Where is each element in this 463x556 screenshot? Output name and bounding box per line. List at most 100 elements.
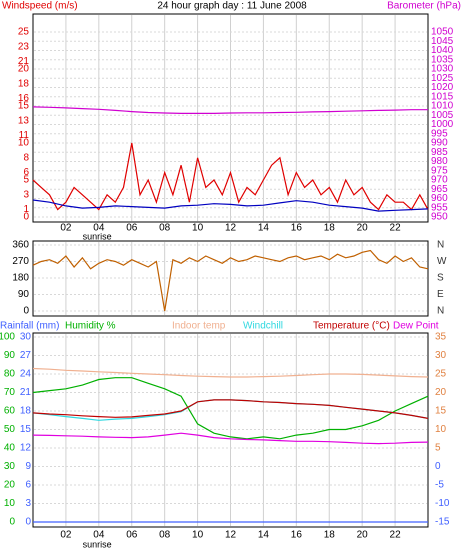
y-tick-label: 18 — [18, 78, 30, 89]
y-tick-label: 1020 — [431, 82, 454, 93]
x-tick-label: 22 — [390, 530, 402, 541]
x-tick-label: 08 — [159, 530, 171, 541]
x-tick-label: 06 — [126, 223, 138, 234]
y-tick-label: 1035 — [431, 54, 454, 65]
x-tick-label: 04 — [93, 530, 105, 541]
y-tick-label: 60 — [4, 406, 16, 417]
y-tick-label: 21 — [18, 56, 30, 67]
x-tick-label: 18 — [324, 530, 336, 541]
y-tick-label: 21 — [20, 387, 32, 398]
y-tick-label: 970 — [431, 175, 448, 186]
y-tick-label: 13 — [18, 115, 30, 126]
x-tick-label: 02 — [60, 223, 72, 234]
y-tick-label: 90 — [4, 350, 16, 361]
y-tick-label: 9 — [25, 461, 31, 472]
x-tick-label: 20 — [357, 530, 369, 541]
y-tick-label: 90 — [18, 289, 30, 300]
y-tick-label: 6 — [25, 480, 31, 491]
x-tick-label: 18 — [324, 223, 336, 234]
y-tick-label: 270 — [12, 256, 29, 267]
y-tick-label: 10 — [18, 138, 30, 149]
y-tick-label: 985 — [431, 147, 448, 158]
y-tick-label: 990 — [431, 138, 448, 149]
legend-label: Dew Point — [393, 321, 439, 332]
y-tick-label: 6 — [23, 167, 29, 178]
series-line — [32, 199, 429, 212]
y-tick-label: 70 — [4, 387, 16, 398]
y-tick-label: 100 — [0, 332, 15, 343]
y-tick-label: 1045 — [431, 36, 454, 47]
y-tick-label: 960 — [431, 193, 448, 204]
series-line — [32, 142, 429, 211]
y-tick-label: 25 — [435, 369, 447, 380]
y-tick-label: 16 — [18, 93, 30, 104]
y-tick-label: 20 — [4, 480, 16, 491]
y-tick-label: 5 — [23, 175, 29, 186]
y-tick-label: 180 — [12, 273, 29, 284]
x-tick-label: 10 — [192, 530, 204, 541]
y-tick-label: 40 — [4, 443, 16, 454]
legend-label: Temperature (°C) — [313, 321, 390, 332]
y-tick-label: -15 — [435, 517, 450, 528]
y-tick-label: 25 — [18, 27, 30, 38]
y-tick-label: 995 — [431, 128, 448, 139]
annotation: sunrise — [83, 231, 112, 241]
x-tick-label: 06 — [126, 530, 138, 541]
legend-label: Indoor temp — [172, 321, 226, 332]
x-tick-label: 12 — [225, 530, 237, 541]
series-line — [32, 249, 429, 312]
y-tick-label: 20 — [435, 387, 447, 398]
y-tick-label: -5 — [435, 480, 444, 491]
y-tick-label: 20 — [18, 64, 30, 75]
y-tick-label: 965 — [431, 184, 448, 195]
y-tick-label: 15 — [20, 424, 32, 435]
y-tick-label: 27 — [20, 350, 32, 361]
y-tick-label: 30 — [20, 332, 32, 343]
y-tick-label: 1030 — [431, 64, 454, 75]
y-tick-label: 30 — [4, 461, 16, 472]
y-tick-label: 0 — [23, 212, 29, 223]
y-tick-label: 50 — [4, 424, 16, 435]
x-tick-label: 08 — [159, 223, 171, 234]
y-tick-label: -10 — [435, 498, 450, 509]
y-tick-label: 360 — [12, 240, 29, 251]
y-tick-label: 980 — [431, 156, 448, 167]
y-tick-label: W — [437, 256, 447, 267]
y-tick-label: 3 — [25, 498, 31, 509]
y-tick-label: N — [437, 306, 444, 317]
y-tick-label: 0 — [25, 517, 31, 528]
series-line — [32, 432, 429, 445]
x-tick-label: 14 — [258, 530, 270, 541]
y-tick-label: N — [437, 240, 444, 251]
x-tick-label: 10 — [192, 223, 204, 234]
y-tick-label: 1015 — [431, 91, 454, 102]
y-tick-label: 955 — [431, 202, 448, 213]
y-tick-label: 1040 — [431, 45, 454, 56]
series-line — [32, 106, 428, 115]
legend-label: Windchill — [243, 321, 283, 332]
y-tick-label: 1010 — [431, 101, 454, 112]
y-tick-label: 11 — [19, 130, 30, 141]
x-tick-label: 16 — [291, 223, 303, 234]
y-tick-label: 950 — [431, 212, 448, 223]
y-tick-label: E — [437, 289, 444, 300]
y-tick-label: 15 — [435, 406, 447, 417]
legend-label: Humidity % — [65, 321, 116, 332]
y-tick-label: 10 — [4, 498, 16, 509]
series-line — [32, 399, 429, 419]
y-tick-label: 1 — [23, 204, 29, 215]
y-tick-label: 30 — [435, 350, 447, 361]
legend-label: Windspeed (m/s) — [2, 1, 78, 12]
y-tick-label: 1025 — [431, 73, 454, 84]
x-tick-label: 20 — [357, 223, 369, 234]
y-tick-label: S — [437, 273, 444, 284]
x-tick-label: 04 — [93, 223, 105, 234]
y-tick-label: 80 — [4, 369, 16, 380]
y-tick-label: 12 — [20, 443, 32, 454]
y-tick-label: 0 — [435, 461, 441, 472]
y-tick-label: 18 — [20, 406, 32, 417]
legend-label: Barometer (hPa) — [387, 1, 461, 12]
x-tick-label: 02 — [60, 530, 72, 541]
y-tick-label: 1000 — [431, 119, 454, 130]
